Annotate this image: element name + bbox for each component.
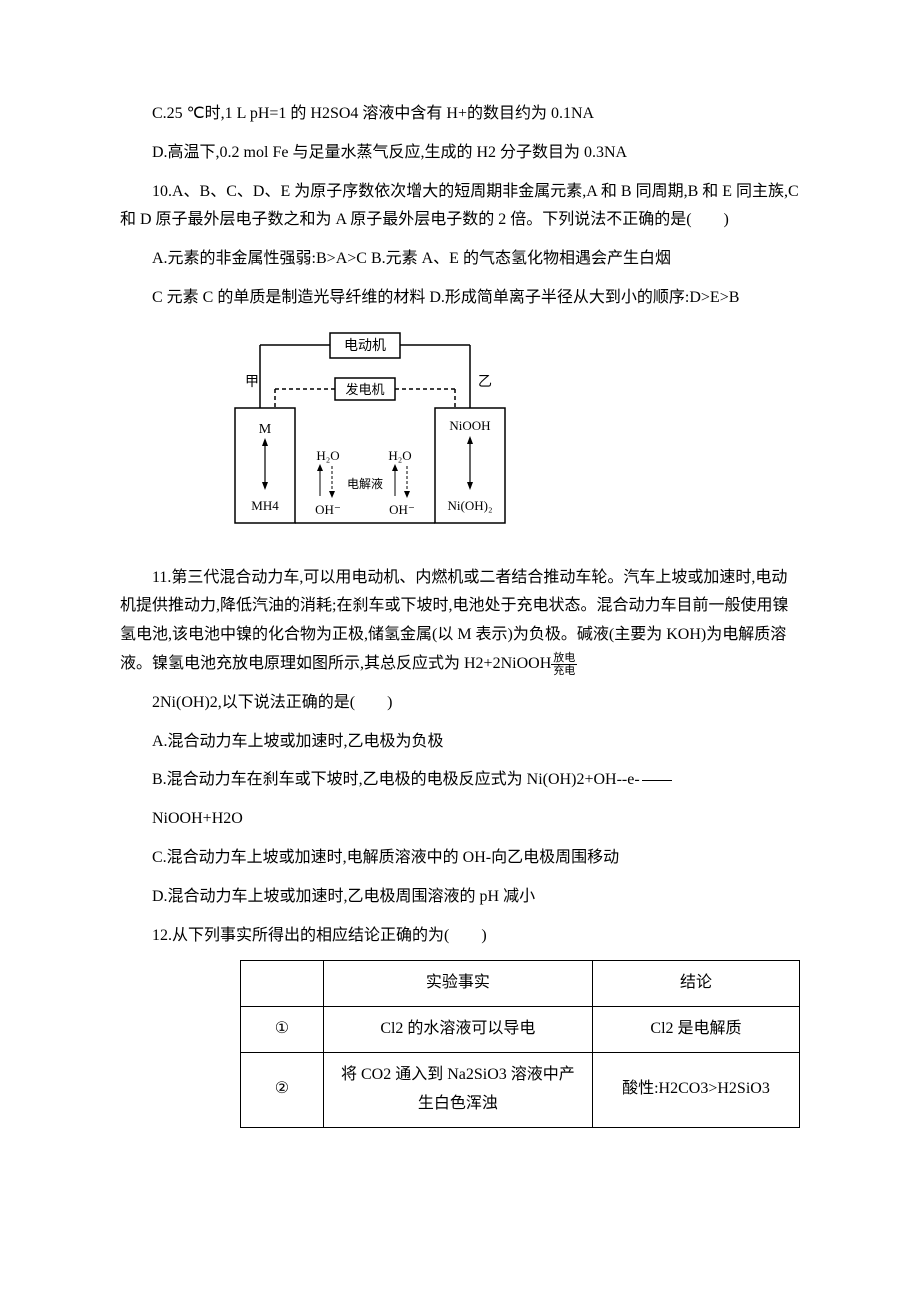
table-row: ① Cl2 的水溶液可以导电 Cl2 是电解质 bbox=[241, 1007, 800, 1053]
yi-label: 乙 bbox=[478, 374, 492, 390]
header-conclusion: 结论 bbox=[592, 961, 799, 1007]
row1-fact: Cl2 的水溶液可以导电 bbox=[323, 1007, 592, 1053]
row1-num: ① bbox=[241, 1007, 324, 1053]
q11-option-d: D.混合动力车上坡或加速时,乙电极周围溶液的 pH 减小 bbox=[120, 883, 800, 912]
question-12: 12.从下列事实所得出的相应结论正确的为( ) bbox=[120, 922, 800, 951]
experiment-table: 实验事实 结论 ① Cl2 的水溶液可以导电 Cl2 是电解质 ② 将 CO2 … bbox=[240, 960, 800, 1127]
frac-top: 放电 bbox=[551, 652, 577, 665]
row1-conclusion: Cl2 是电解质 bbox=[592, 1007, 799, 1053]
q11-text: 11.第三代混合动力车,可以用电动机、内燃机或二者结合推动车轮。汽车上坡或加速时… bbox=[120, 569, 788, 672]
q11-option-b-cont: NiOOH+H2O bbox=[120, 805, 800, 834]
header-empty bbox=[241, 961, 324, 1007]
q11-option-c: C.混合动力车上坡或加速时,电解质溶液中的 OH-向乙电极周围移动 bbox=[120, 844, 800, 873]
NiOOH-label: NiOOH bbox=[449, 418, 490, 433]
OH-left-label: OH⁻ bbox=[315, 502, 341, 517]
circuit-diagram: 电动机 发电机 甲 乙 M MH4 NiOOH Ni(OH)₂ H₂O bbox=[220, 328, 800, 549]
row2-fact: 将 CO2 通入到 Na2SiO3 溶液中产生白色浑浊 bbox=[323, 1052, 592, 1127]
table-header-row: 实验事实 结论 bbox=[241, 961, 800, 1007]
q10-option-cd: C 元素 C 的单质是制造光导纤维的材料 D.形成简单离子半径从大到小的顺序:D… bbox=[120, 284, 800, 313]
electrolyte-label: 电解液 bbox=[347, 476, 383, 491]
q11-b-text: B.混合动力车在刹车或下坡时,乙电极的电极反应式为 Ni(OH)2+OH--e- bbox=[152, 771, 640, 788]
question-11: 11.第三代混合动力车,可以用电动机、内燃机或二者结合推动车轮。汽车上坡或加速时… bbox=[120, 564, 800, 679]
question-10: 10.A、B、C、D、E 为原子序数依次增大的短周期非金属元素,A 和 B 同周… bbox=[120, 178, 800, 236]
H2O-left-label: H₂O bbox=[316, 448, 339, 463]
q11-option-b: B.混合动力车在刹车或下坡时,乙电极的电极反应式为 Ni(OH)2+OH--e- bbox=[120, 766, 800, 795]
q11-continued: 2Ni(OH)2,以下说法正确的是( ) bbox=[120, 689, 800, 718]
row2-conclusion: 酸性:H2CO3>H2SiO3 bbox=[592, 1052, 799, 1127]
header-fact: 实验事实 bbox=[323, 961, 592, 1007]
generator-label: 发电机 bbox=[345, 382, 384, 397]
table-row: ② 将 CO2 通入到 Na2SiO3 溶液中产生白色浑浊 酸性:H2CO3>H… bbox=[241, 1052, 800, 1127]
option-d: D.高温下,0.2 mol Fe 与足量水蒸气反应,生成的 H2 分子数目为 0… bbox=[120, 139, 800, 168]
reaction-arrow bbox=[642, 780, 672, 781]
MH4-label: MH4 bbox=[251, 498, 279, 513]
motor-label: 电动机 bbox=[344, 338, 386, 354]
q10-option-ab: A.元素的非金属性强弱:B>A>C B.元素 A、E 的气态氢化物相遇会产生白烟 bbox=[120, 245, 800, 274]
option-c: C.25 ℃时,1 L pH=1 的 H2SO4 溶液中含有 H+的数目约为 0… bbox=[120, 100, 800, 129]
M-label: M bbox=[259, 422, 272, 437]
row2-num: ② bbox=[241, 1052, 324, 1127]
reaction-fraction: 放电充电 bbox=[551, 652, 577, 677]
q11-option-a: A.混合动力车上坡或加速时,乙电极为负极 bbox=[120, 728, 800, 757]
NiOH2-label: Ni(OH)₂ bbox=[448, 498, 493, 513]
jia-label: 甲 bbox=[245, 375, 259, 390]
OH-right-label: OH⁻ bbox=[389, 502, 415, 517]
H2O-right-label: H₂O bbox=[388, 448, 411, 463]
frac-bottom: 充电 bbox=[551, 665, 577, 677]
